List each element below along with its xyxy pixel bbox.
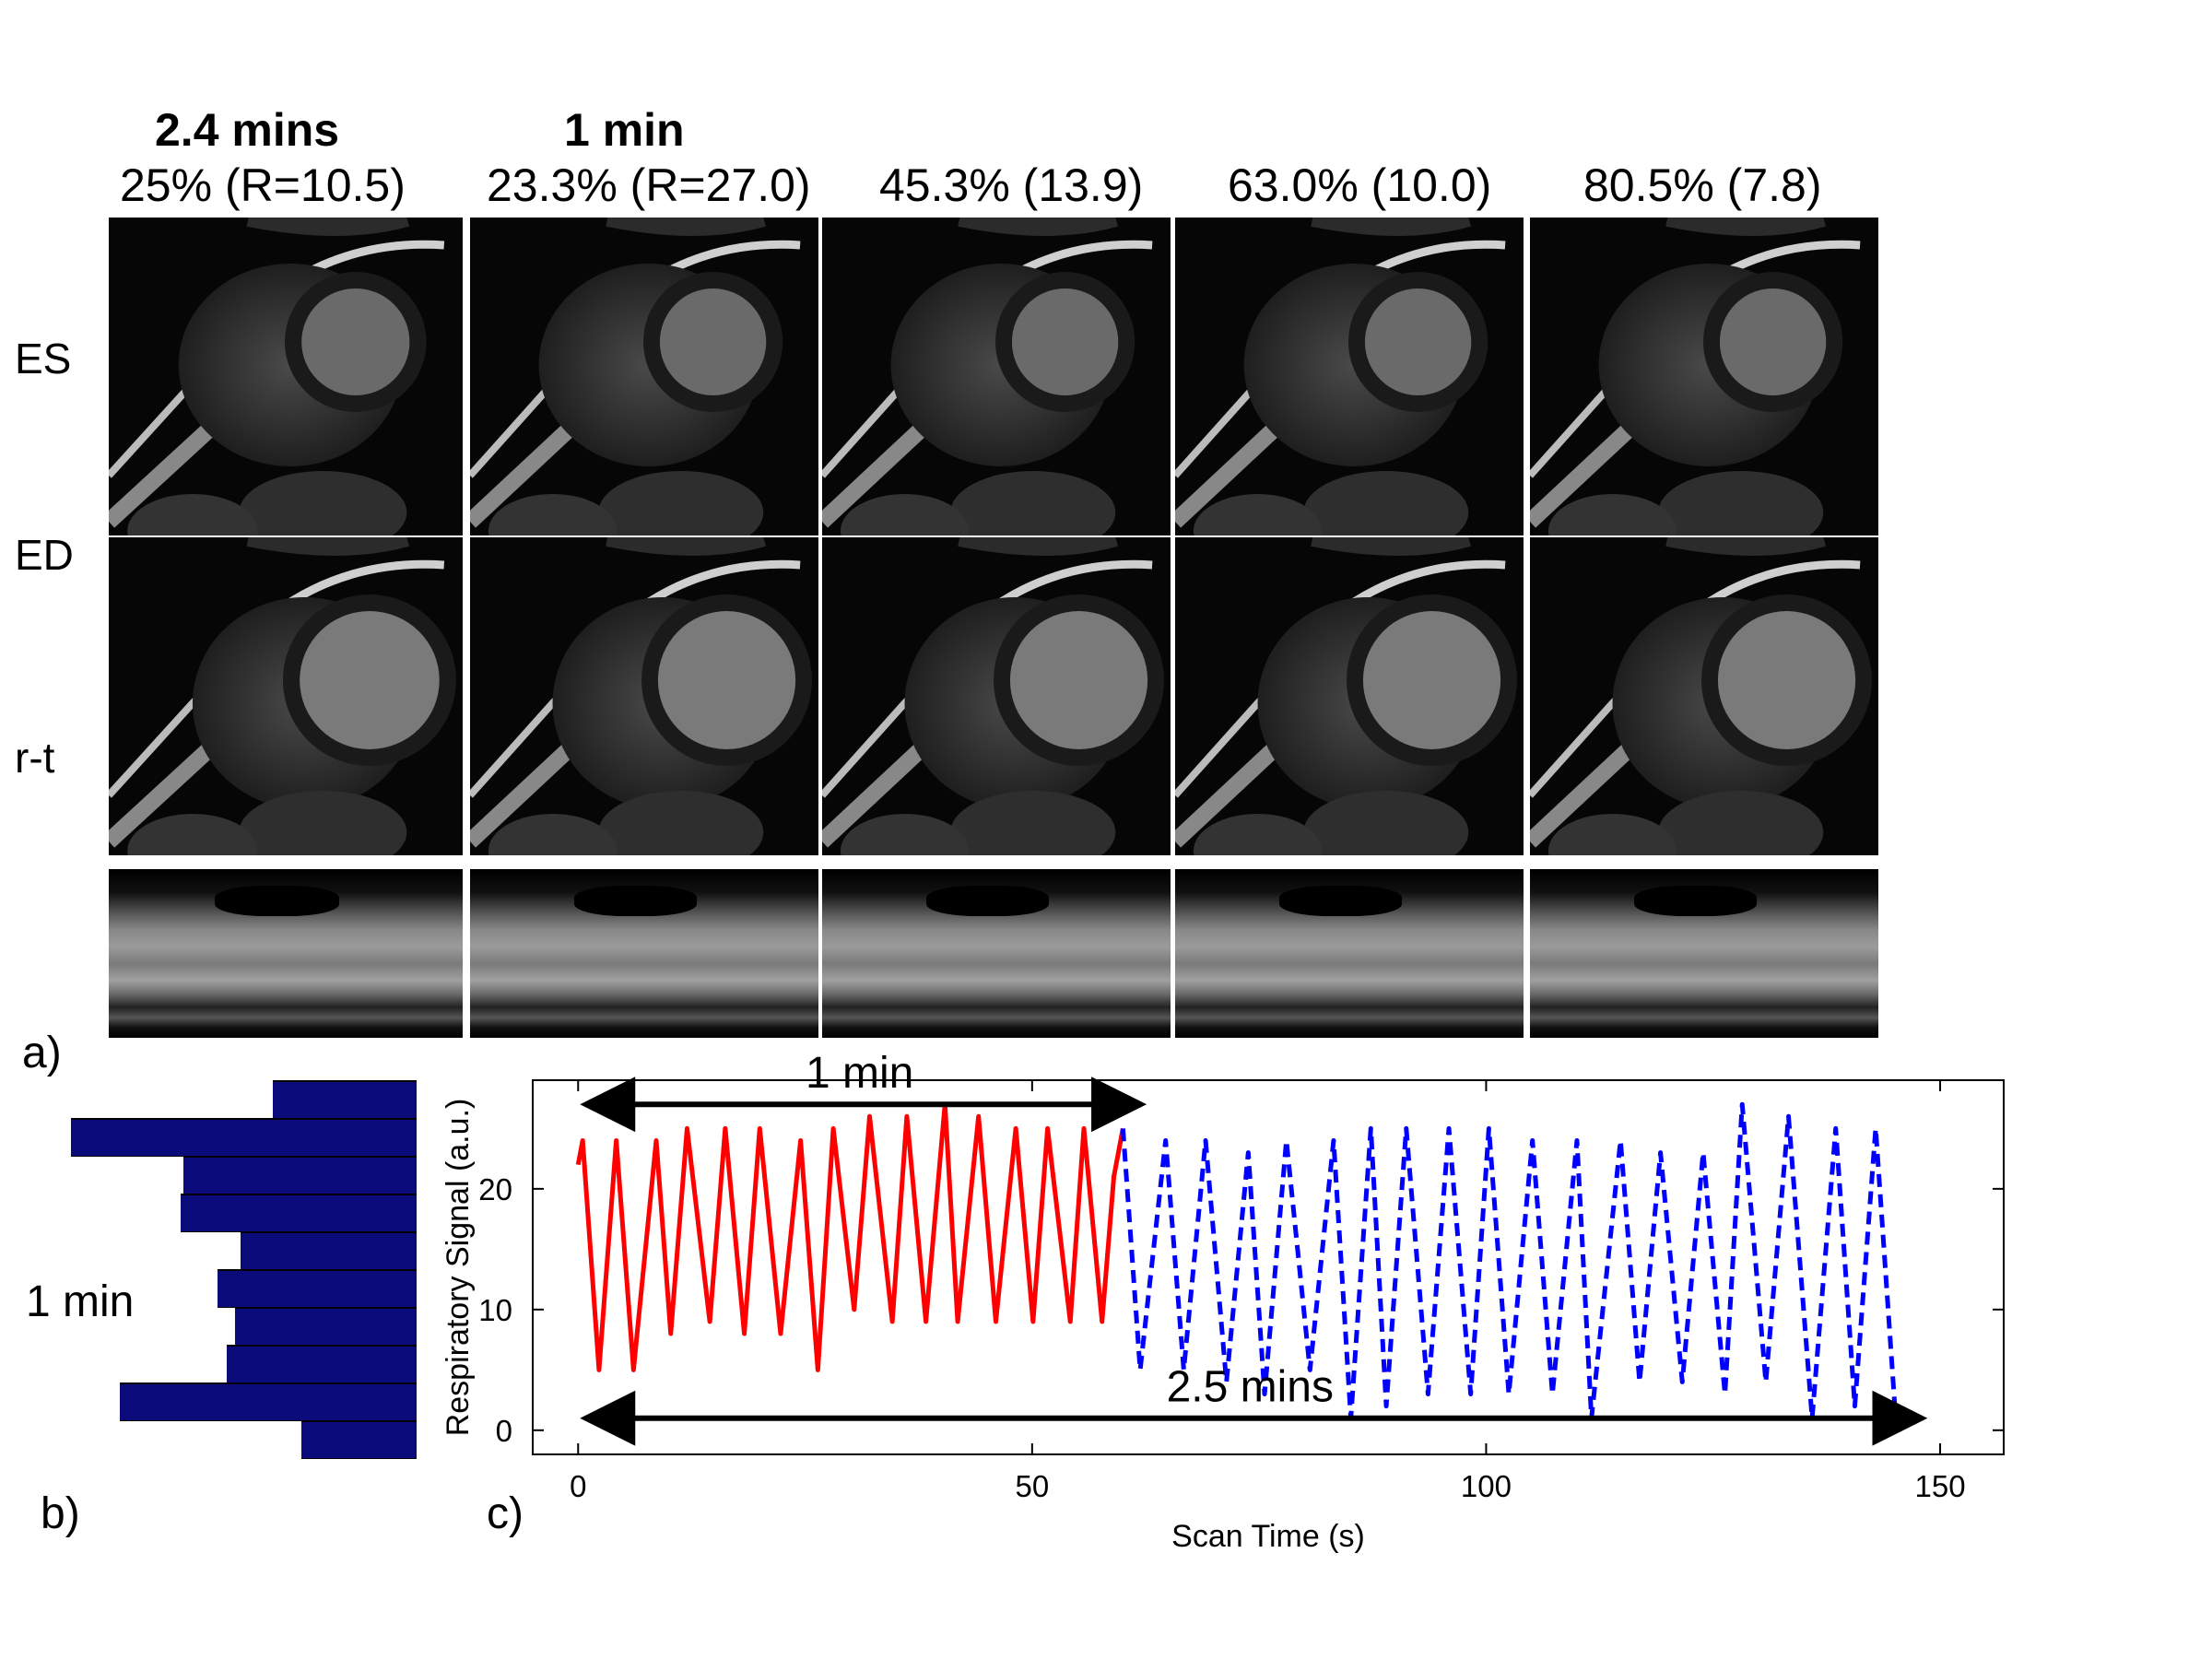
rt-strip-1 [109,869,463,1038]
panel-label-b: b) [41,1489,80,1538]
mri-image-es-2 [470,218,818,535]
mri-image-ed-4 [1175,537,1524,855]
histogram-bar [218,1269,417,1308]
histogram-bar [182,1156,417,1194]
column-header-4: 63.0% (10.0) [1228,159,1492,211]
y-tick-label: 20 [478,1172,512,1206]
y-tick-label: 0 [496,1414,512,1448]
mri-image-es-1 [109,218,463,535]
row-label-ed: ED [15,531,74,579]
histogram-label: 1 min [26,1277,135,1326]
mri-image-ed-5 [1530,537,1878,855]
x-tick-label: 100 [1461,1469,1512,1503]
series-line-2 [1120,1101,1899,1421]
rt-strip-4 [1175,869,1524,1038]
panel-label-a: a) [22,1029,62,1077]
header-right-bold: 1 min [564,104,685,156]
mri-image-ed-1 [109,537,463,855]
row-label-rt: r-t [15,734,55,782]
histogram-bar [301,1420,417,1459]
rt-strip-3 [822,869,1171,1038]
histogram-bar [71,1118,417,1157]
annotation-label-1: 1 min [806,1049,913,1098]
x-tick-label: 150 [1915,1469,1966,1503]
column-header-2: 23.3% (R=27.0) [487,159,811,211]
y-axis-title: Respiratory Signal (a.u.) [441,1099,476,1437]
histogram-bar [180,1194,417,1232]
row-label-es: ES [15,335,72,382]
rt-strip-5 [1530,869,1878,1038]
mri-image-es-4 [1175,218,1524,535]
x-axis-title: Scan Time (s) [1171,1519,1365,1554]
column-header-3: 45.3% (13.9) [879,159,1144,211]
x-tick-label: 50 [1015,1469,1049,1503]
column-header-5: 80.5% (7.8) [1583,159,1822,211]
histogram-bar [241,1231,417,1270]
y-tick-label: 10 [478,1293,512,1327]
mri-image-ed-3 [822,537,1171,855]
series-line-1 [575,1101,1125,1372]
mri-image-es-3 [822,218,1171,535]
mri-image-ed-2 [470,537,818,855]
header-left-bold: 2.4 mins [155,104,340,156]
histogram-bar [235,1307,417,1346]
plot-frame [532,1079,2005,1455]
mri-image-es-5 [1530,218,1878,535]
x-tick-label: 0 [570,1469,586,1503]
annotation-label-2: 2.5 mins [1167,1363,1334,1412]
histogram-bar [120,1382,417,1421]
rt-strip-2 [470,869,818,1038]
column-header-1: 25% (R=10.5) [120,159,406,211]
panel-label-c: c) [487,1489,524,1538]
